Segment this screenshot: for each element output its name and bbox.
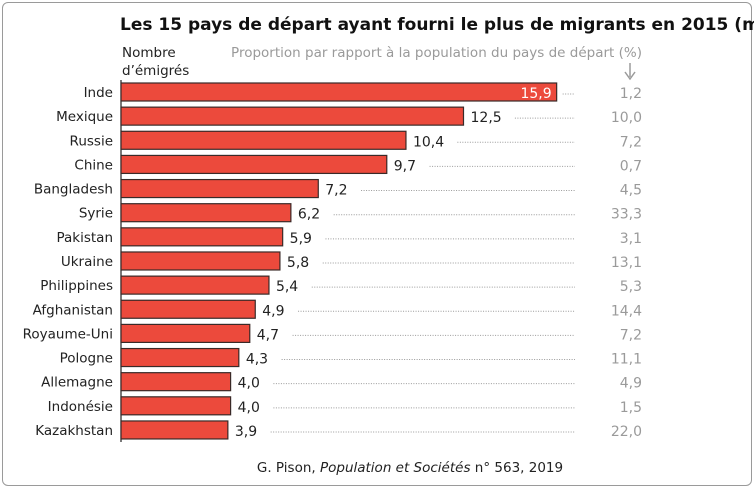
proportion-value: 13,1 — [611, 255, 642, 271]
value-label: 5,9 — [290, 231, 312, 247]
value-label: 4,3 — [246, 352, 268, 368]
value-label: 12,5 — [471, 110, 502, 126]
chart-title: Les 15 pays de départ ayant fourni le pl… — [120, 15, 754, 35]
bar — [120, 347, 240, 368]
proportion-value: 11,1 — [611, 352, 642, 368]
down-arrow-icon — [624, 63, 636, 81]
value-label: 5,8 — [287, 255, 309, 271]
proportion-value: 14,4 — [611, 303, 642, 319]
bar — [120, 178, 319, 199]
proportion-value: 4,9 — [620, 376, 642, 392]
value-label: 15,9 — [520, 86, 551, 102]
category-label: Pologne — [60, 351, 113, 367]
bar — [120, 106, 465, 126]
bar — [120, 372, 232, 392]
proportion-value: 1,5 — [620, 400, 642, 416]
value-label: 4,0 — [238, 400, 260, 416]
value-axis-label-line2: d’émigrés — [122, 63, 189, 79]
value-label: 3,9 — [235, 424, 257, 440]
value-label: 4,0 — [238, 376, 260, 392]
bar — [120, 299, 256, 319]
value-axis-label: Nombre — [122, 45, 176, 61]
category-label: Chine — [74, 157, 113, 173]
category-label: Bangladesh — [34, 182, 113, 198]
category-label: Inde — [84, 85, 113, 101]
category-label: Philippines — [40, 278, 113, 294]
category-label: Ukraine — [61, 254, 113, 270]
proportion-value: 33,3 — [611, 207, 642, 223]
proportion-value: 0,7 — [620, 158, 642, 174]
category-label: Russie — [70, 133, 113, 149]
value-label: 4,7 — [257, 327, 279, 343]
proportion-value: 3,1 — [620, 231, 642, 247]
category-label: Indonésie — [48, 399, 113, 415]
bar — [120, 420, 229, 440]
proportion-value: 22,0 — [611, 424, 642, 440]
category-label: Afghanistan — [33, 302, 113, 318]
category-label: Allemagne — [41, 375, 113, 391]
proportion-value: 10,0 — [611, 110, 642, 126]
source-credit: G. Pison, Population et Sociétés n° 563,… — [257, 460, 563, 476]
bar — [120, 203, 292, 223]
value-label: 6,2 — [298, 207, 320, 223]
category-label: Pakistan — [56, 230, 113, 246]
bar — [120, 227, 284, 247]
value-label: 5,4 — [276, 279, 298, 295]
proportion-value: 4,5 — [620, 183, 642, 199]
value-label: 7,2 — [325, 183, 347, 199]
category-label: Mexique — [56, 109, 113, 125]
bar — [120, 82, 558, 102]
proportion-value: 7,2 — [620, 327, 642, 343]
proportion-label: Proportion par rapport à la population d… — [231, 45, 642, 61]
proportion-value: 1,2 — [620, 86, 642, 102]
category-label: Kazakhstan — [35, 423, 113, 439]
bar — [120, 251, 281, 271]
category-label: Royaume-Uni — [23, 326, 113, 342]
bar — [120, 275, 270, 295]
value-label: 4,9 — [262, 303, 284, 319]
bar — [120, 396, 232, 416]
bar — [120, 323, 251, 343]
value-label: 9,7 — [394, 158, 416, 174]
category-label: Syrie — [79, 206, 113, 222]
bar — [120, 130, 407, 150]
proportion-value: 7,2 — [620, 134, 642, 150]
value-label: 10,4 — [413, 134, 444, 150]
proportion-value: 5,3 — [620, 279, 642, 295]
bar — [120, 154, 388, 175]
